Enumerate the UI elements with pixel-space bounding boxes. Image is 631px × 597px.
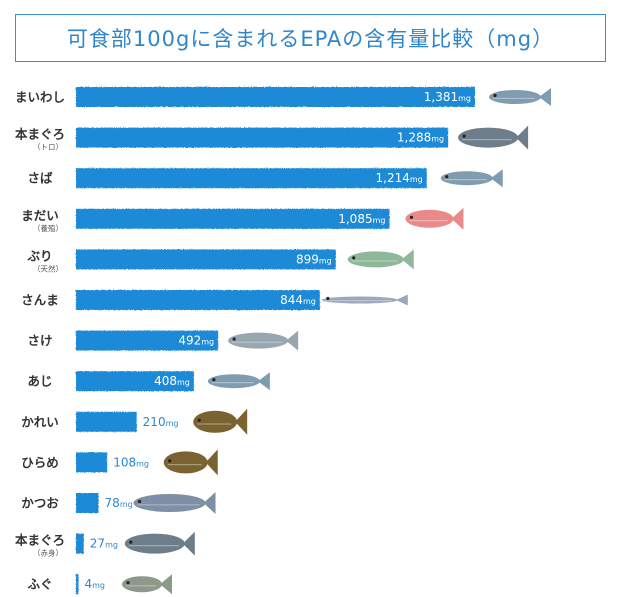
- category-label: ぶり: [26, 248, 52, 263]
- fish-body: [122, 576, 162, 593]
- fish-body: [440, 171, 493, 186]
- category-label: かつお: [21, 496, 59, 511]
- fish-eye: [212, 378, 216, 382]
- saury-icon: [321, 294, 408, 306]
- fish-tail: [235, 408, 248, 435]
- mackerel-icon: [440, 169, 503, 188]
- category-sublabel: （養殖）: [33, 223, 63, 233]
- bar: [76, 168, 427, 189]
- fish-eye: [409, 215, 414, 219]
- fish-body: [228, 332, 289, 349]
- fish-tail: [395, 294, 408, 306]
- bar: [76, 411, 137, 432]
- pufferfish-icon: [122, 574, 172, 595]
- fish-tail: [401, 249, 414, 270]
- data-label: 1,214mg: [376, 171, 423, 185]
- fish-eye: [197, 418, 201, 422]
- salmon-icon: [228, 330, 299, 351]
- bar: [76, 574, 79, 595]
- category-label: 本まぐろ: [15, 533, 65, 548]
- bar: [76, 208, 390, 229]
- bar: [76, 127, 449, 148]
- fish-tail: [286, 330, 299, 351]
- sardine-icon: [489, 88, 551, 106]
- data-label: 844mg: [280, 293, 316, 307]
- category-label: あじ: [27, 374, 52, 389]
- fish-body: [347, 251, 404, 268]
- data-label: 492mg: [178, 334, 214, 348]
- fish-eye: [137, 499, 142, 504]
- fish-tail: [539, 88, 551, 106]
- data-label: 27mg: [90, 537, 118, 551]
- bar: [76, 330, 219, 351]
- bluefin-tuna-icon: [458, 125, 529, 150]
- fish-tail: [203, 492, 216, 514]
- fish-eye: [126, 581, 130, 585]
- data-label: 1,381mg: [424, 90, 471, 104]
- bar: [76, 87, 475, 107]
- fish-body: [207, 374, 260, 389]
- chart-title: 可食部100gに含まれるEPAの含有量比較（mg）: [15, 14, 606, 62]
- data-label: 4mg: [85, 577, 106, 591]
- fish-eye: [352, 256, 356, 260]
- category-label: かれい: [21, 414, 59, 429]
- bar: [76, 371, 194, 392]
- fish-tail: [451, 207, 464, 230]
- category-label: まいわし: [15, 90, 65, 105]
- fish-body: [489, 90, 541, 104]
- data-label: 408mg: [154, 374, 190, 388]
- fish-body: [458, 127, 519, 148]
- data-label: 899mg: [296, 252, 332, 266]
- fish-body: [193, 410, 238, 433]
- fish-body: [124, 533, 185, 554]
- fish-tail: [205, 449, 218, 476]
- category-label: さけ: [27, 333, 52, 348]
- data-label: 108mg: [113, 455, 149, 469]
- category-sublabel: （赤身）: [33, 548, 63, 558]
- flounder-icon: [193, 408, 248, 435]
- data-label: 78mg: [105, 496, 133, 510]
- bar: [76, 493, 99, 513]
- category-sublabel: （天然）: [33, 263, 63, 273]
- fish-eye: [129, 540, 133, 544]
- category-label: ひらめ: [21, 455, 59, 470]
- fish-eye: [493, 93, 497, 98]
- sea-bream-icon: [405, 207, 464, 230]
- data-label: 1,085mg: [338, 212, 385, 226]
- data-label: 1,288mg: [397, 131, 444, 145]
- fish-body: [133, 494, 206, 512]
- flatfish-icon: [163, 449, 218, 476]
- fish-body: [405, 209, 454, 228]
- fish-eye: [445, 175, 449, 179]
- fish-body: [321, 296, 398, 304]
- bar: [76, 533, 84, 554]
- category-label: まだい: [21, 208, 59, 223]
- data-label: 210mg: [143, 415, 179, 429]
- fish-eye: [326, 296, 330, 301]
- horse-mackerel-icon: [207, 372, 270, 391]
- fish-eye: [168, 459, 172, 463]
- fish-eye: [462, 134, 466, 138]
- fish-tail: [490, 169, 503, 188]
- category-label: 本まぐろ: [15, 127, 65, 142]
- fish-tail: [182, 531, 195, 556]
- bar: [76, 249, 336, 270]
- fish-tail: [516, 125, 529, 150]
- category-label: さんま: [21, 293, 59, 308]
- category-label: ふぐ: [27, 577, 52, 592]
- fish-eye: [232, 337, 236, 341]
- bar: [76, 290, 320, 310]
- yellowtail-icon: [347, 249, 414, 270]
- category-label: さば: [27, 171, 53, 186]
- fish-tail: [257, 372, 270, 391]
- bar: [76, 452, 108, 473]
- category-sublabel: （トロ）: [33, 143, 63, 152]
- tuna-icon: [124, 531, 195, 556]
- skipjack-icon: [133, 492, 216, 514]
- fish-tail: [160, 574, 172, 595]
- fish-body: [163, 451, 208, 474]
